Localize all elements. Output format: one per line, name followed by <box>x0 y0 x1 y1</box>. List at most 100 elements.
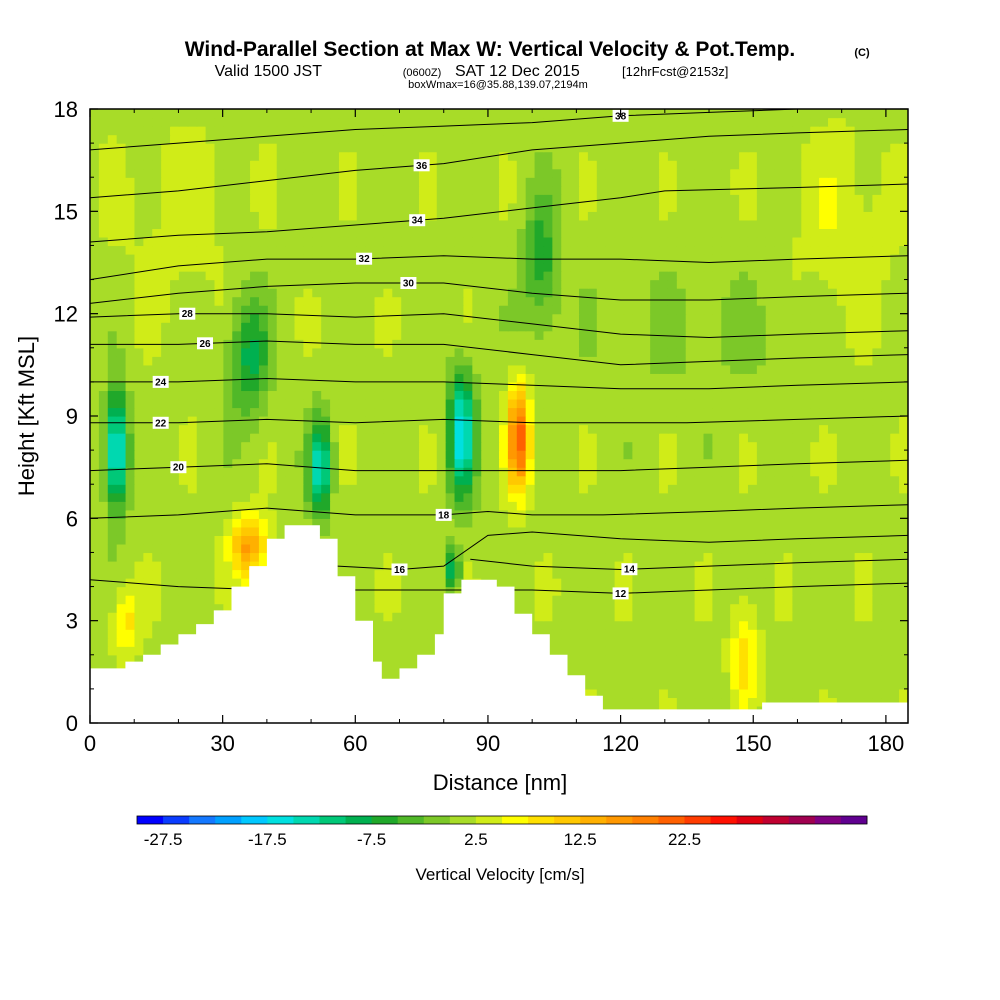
w-cell <box>623 330 633 340</box>
w-cell <box>854 450 865 460</box>
w-cell <box>703 330 713 340</box>
w-cell <box>490 296 500 306</box>
w-cell <box>267 501 278 511</box>
w-cell <box>187 262 198 272</box>
w-cell <box>703 262 713 272</box>
w-cell <box>507 296 518 306</box>
w-cell <box>214 364 224 374</box>
w-cell <box>338 381 349 392</box>
w-cell <box>730 646 740 656</box>
w-cell <box>623 501 633 511</box>
w-cell <box>214 322 224 332</box>
w-cell <box>819 347 829 357</box>
w-cell <box>819 552 829 562</box>
w-cell <box>187 356 198 366</box>
w-cell <box>801 339 811 349</box>
w-cell <box>676 407 687 417</box>
w-cell <box>134 543 144 554</box>
w-cell <box>756 620 767 630</box>
w-cell <box>676 288 687 298</box>
w-cell <box>721 433 731 443</box>
w-cell <box>418 475 429 485</box>
w-cell <box>676 680 687 690</box>
w-cell <box>445 560 456 571</box>
w-cell <box>712 620 722 630</box>
w-cell <box>347 288 358 298</box>
w-cell <box>436 296 447 306</box>
w-cell <box>356 518 367 528</box>
w-cell <box>196 416 207 426</box>
w-cell <box>605 552 616 562</box>
w-cell <box>632 688 642 699</box>
w-cell <box>143 586 153 596</box>
w-cell <box>321 347 331 357</box>
w-cell <box>134 458 144 468</box>
w-cell <box>801 501 811 511</box>
w-cell <box>401 381 411 392</box>
w-cell <box>587 535 598 545</box>
w-cell <box>214 509 224 519</box>
w-cell <box>107 586 118 596</box>
w-cell <box>90 467 100 477</box>
w-cell <box>90 296 100 306</box>
w-cell <box>241 467 251 477</box>
w-cell <box>116 526 127 536</box>
w-cell <box>98 578 109 588</box>
w-cell <box>232 253 242 264</box>
w-cell <box>676 347 687 357</box>
w-cell <box>90 416 100 426</box>
w-cell <box>623 467 633 477</box>
w-cell <box>712 509 722 519</box>
w-cell <box>819 535 829 545</box>
w-cell <box>116 330 127 340</box>
w-cell <box>863 612 874 622</box>
w-cell <box>712 654 722 664</box>
w-cell <box>819 373 829 383</box>
w-cell <box>463 330 473 340</box>
w-cell <box>374 646 385 656</box>
w-cell <box>801 296 811 306</box>
w-cell <box>178 398 189 409</box>
w-cell <box>819 330 829 340</box>
w-cell <box>650 492 660 502</box>
w-cell <box>845 381 856 392</box>
w-cell <box>881 407 891 417</box>
w-cell <box>125 398 136 409</box>
w-cell <box>481 433 491 443</box>
w-cell <box>552 629 562 639</box>
w-cell <box>570 347 580 357</box>
w-cell <box>463 535 473 545</box>
w-cell <box>605 620 616 630</box>
w-cell <box>418 347 429 357</box>
w-cell <box>525 398 536 409</box>
w-cell <box>418 492 429 502</box>
w-cell <box>685 501 696 511</box>
w-cell <box>499 441 509 451</box>
w-cell <box>250 347 260 357</box>
w-cell <box>454 347 465 357</box>
w-cell <box>890 671 900 681</box>
w-cell <box>276 526 287 536</box>
w-cell <box>454 467 465 477</box>
w-cell <box>881 373 891 383</box>
w-cell <box>659 450 669 460</box>
w-cell <box>134 390 144 400</box>
w-cell <box>481 475 491 485</box>
w-cell <box>587 569 598 579</box>
w-cell <box>792 569 802 579</box>
w-cell <box>561 330 571 340</box>
w-cell <box>899 271 908 281</box>
w-cell <box>579 347 589 357</box>
w-cell <box>650 526 660 536</box>
w-cell <box>267 398 278 409</box>
w-cell <box>214 416 224 426</box>
w-cell <box>170 475 180 485</box>
w-cell <box>534 450 545 460</box>
w-cell <box>810 646 820 656</box>
w-cell <box>90 305 100 315</box>
w-cell <box>685 339 696 349</box>
w-cell <box>836 390 847 400</box>
w-cell <box>365 552 376 562</box>
w-cell <box>427 407 438 417</box>
w-cell <box>730 526 740 536</box>
